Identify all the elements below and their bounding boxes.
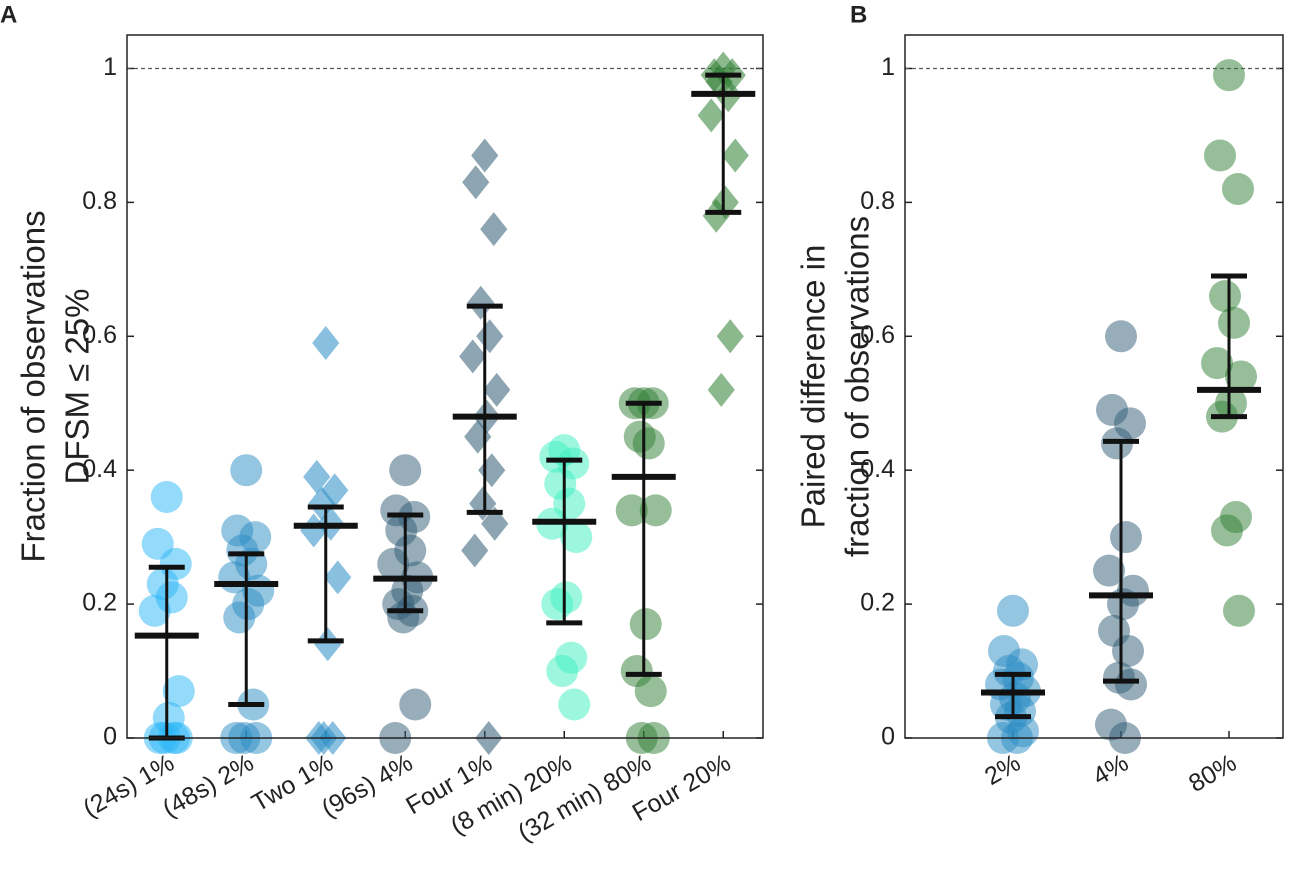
point — [478, 453, 506, 488]
point — [716, 319, 744, 354]
point — [480, 212, 508, 247]
y-tick-label: 1 — [103, 53, 117, 81]
point — [1201, 347, 1233, 380]
point — [324, 560, 352, 595]
point — [467, 285, 495, 320]
y-tick-label: 0.8 — [82, 187, 117, 215]
x-tick-label: 2% — [980, 749, 1025, 791]
point — [476, 319, 504, 354]
point — [312, 325, 340, 360]
point — [300, 513, 328, 548]
point — [399, 688, 432, 721]
point — [1209, 280, 1241, 313]
point — [1115, 668, 1147, 701]
point — [1093, 554, 1125, 587]
point — [697, 98, 725, 133]
y-tick-label: 0.2 — [82, 589, 117, 617]
point — [707, 372, 735, 407]
point — [377, 547, 410, 580]
point — [1213, 59, 1245, 92]
y-axis-label: Paired difference in — [795, 245, 832, 529]
point — [389, 454, 422, 487]
point — [1211, 514, 1243, 547]
point — [615, 494, 648, 527]
point — [314, 627, 342, 662]
point — [558, 688, 591, 721]
point — [1105, 320, 1137, 353]
y-tick-label: 0.4 — [860, 455, 895, 483]
point — [387, 601, 420, 634]
axes-frame — [904, 34, 1284, 739]
point — [1110, 521, 1142, 554]
point — [150, 480, 183, 513]
panel-label: B — [850, 1, 867, 28]
point — [459, 339, 487, 374]
y-axis-label: fraction of observations — [839, 216, 876, 557]
y-tick-label: 0 — [881, 723, 895, 751]
point — [481, 506, 509, 541]
y-tick-label: 0.6 — [82, 321, 117, 349]
x-tick-label: (48s) 2% — [158, 749, 259, 823]
point — [1204, 139, 1236, 172]
point — [471, 138, 499, 173]
point — [483, 372, 511, 407]
y-tick-label: 1 — [881, 53, 895, 81]
point — [1223, 594, 1255, 627]
point — [1218, 306, 1250, 339]
y-tick-label: 0 — [103, 723, 117, 751]
y-axis-label: Fraction of observations — [15, 210, 52, 562]
point — [632, 427, 665, 460]
x-tick-label: (96s) 4% — [317, 749, 418, 823]
point — [541, 588, 574, 621]
point — [721, 138, 749, 173]
y-tick-label: 0.6 — [860, 321, 895, 349]
point — [546, 655, 579, 688]
point — [162, 675, 195, 708]
point — [138, 594, 171, 627]
point — [230, 454, 263, 487]
point — [461, 533, 489, 568]
x-tick-label: (24s) 1% — [78, 749, 179, 823]
point — [629, 608, 662, 641]
panel-label: A — [0, 1, 17, 28]
y-tick-label: 0.8 — [860, 187, 895, 215]
point — [1225, 360, 1257, 393]
x-tick-label: 4% — [1088, 749, 1133, 791]
y-axis-label: DFSM ≤ 25% — [59, 289, 96, 485]
point — [303, 459, 331, 494]
point — [223, 601, 256, 634]
axes-frame — [126, 34, 764, 739]
point — [634, 675, 667, 708]
point — [997, 594, 1029, 627]
point — [462, 165, 490, 200]
point — [639, 494, 672, 527]
point — [560, 521, 593, 554]
y-tick-label: 0.2 — [860, 589, 895, 617]
y-tick-label: 0.4 — [82, 455, 117, 483]
x-tick-label: 80% — [1184, 749, 1241, 798]
point — [1222, 172, 1254, 205]
